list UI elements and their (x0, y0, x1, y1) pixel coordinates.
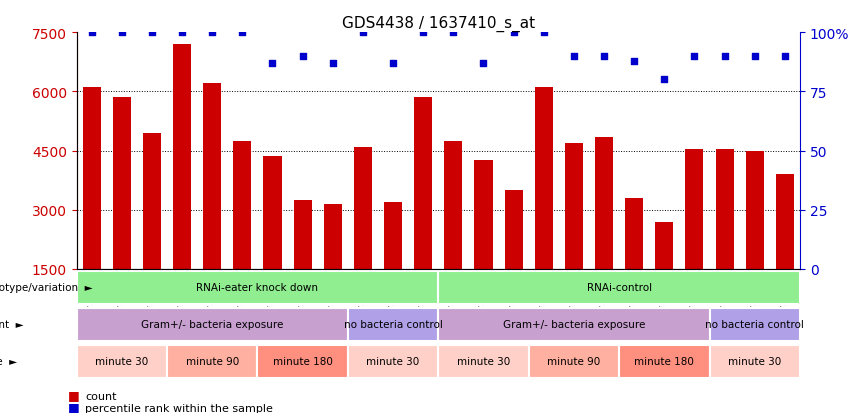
Point (146, 30, 159, 36)
Text: genotype/variation  ►: genotype/variation ► (0, 283, 93, 293)
Point (717, 53, 731, 60)
Bar (233, 141, 251, 269)
Bar (112, 98, 131, 269)
Bar (414, 98, 432, 269)
Bar (505, 190, 523, 269)
Bar (444, 141, 462, 269)
FancyBboxPatch shape (77, 345, 167, 378)
Point (537, 30, 551, 36)
Bar (294, 200, 311, 269)
FancyBboxPatch shape (710, 308, 800, 341)
Text: RNAi-control: RNAi-control (586, 283, 652, 293)
Title: GDS4438 / 1637410_s_at: GDS4438 / 1637410_s_at (342, 16, 534, 32)
FancyBboxPatch shape (528, 345, 619, 378)
Text: minute 30: minute 30 (728, 356, 781, 366)
Text: minute 180: minute 180 (634, 356, 694, 366)
Bar (143, 133, 161, 269)
FancyBboxPatch shape (710, 345, 800, 378)
Point (597, 53, 611, 60)
FancyBboxPatch shape (619, 345, 710, 378)
Text: time  ►: time ► (0, 356, 17, 366)
Bar (474, 161, 493, 269)
Point (205, 30, 219, 36)
Point (236, 30, 249, 36)
Point (356, 30, 369, 36)
Point (266, 60, 279, 67)
Bar (203, 84, 221, 269)
Bar (655, 222, 673, 269)
Bar (745, 151, 763, 269)
Point (386, 60, 400, 67)
Point (296, 53, 310, 60)
Text: no bacteria control: no bacteria control (705, 320, 804, 330)
Bar (534, 88, 553, 269)
Point (326, 60, 340, 67)
Text: percentile rank within the sample: percentile rank within the sample (85, 403, 273, 413)
Bar (565, 143, 583, 269)
FancyBboxPatch shape (438, 345, 528, 378)
Bar (323, 204, 342, 269)
Bar (625, 198, 643, 269)
Text: Gram+/- bacteria exposure: Gram+/- bacteria exposure (503, 320, 645, 330)
Text: ■: ■ (68, 388, 80, 401)
Bar (595, 138, 613, 269)
FancyBboxPatch shape (438, 271, 800, 304)
Text: minute 180: minute 180 (272, 356, 333, 366)
Text: ■: ■ (68, 400, 80, 413)
Bar (685, 149, 704, 269)
Text: minute 90: minute 90 (186, 356, 239, 366)
Point (175, 30, 189, 36)
Bar (83, 88, 100, 269)
Text: minute 30: minute 30 (95, 356, 148, 366)
Text: no bacteria control: no bacteria control (344, 320, 443, 330)
Text: RNAi-eater knock down: RNAi-eater knock down (197, 283, 318, 293)
Point (688, 53, 701, 60)
Point (778, 53, 791, 60)
Bar (264, 157, 282, 269)
FancyBboxPatch shape (348, 308, 438, 341)
FancyBboxPatch shape (77, 271, 438, 304)
FancyBboxPatch shape (348, 345, 438, 378)
Point (567, 53, 580, 60)
Bar (173, 45, 191, 269)
Point (507, 30, 521, 36)
Text: agent  ►: agent ► (0, 320, 24, 330)
Text: minute 90: minute 90 (547, 356, 601, 366)
Point (85, 30, 99, 36)
FancyBboxPatch shape (77, 308, 348, 341)
FancyBboxPatch shape (257, 345, 348, 378)
Text: minute 30: minute 30 (367, 356, 420, 366)
Text: minute 30: minute 30 (457, 356, 510, 366)
Point (627, 58, 641, 65)
Point (416, 30, 430, 36)
Bar (776, 175, 794, 269)
Bar (384, 202, 402, 269)
Text: count: count (85, 391, 117, 401)
Point (477, 60, 490, 67)
Text: Gram+/- bacteria exposure: Gram+/- bacteria exposure (141, 320, 283, 330)
Point (658, 77, 671, 83)
Point (447, 30, 460, 36)
Point (115, 30, 129, 36)
Bar (716, 149, 734, 269)
Bar (354, 147, 372, 269)
Point (748, 53, 762, 60)
FancyBboxPatch shape (167, 345, 257, 378)
FancyBboxPatch shape (438, 308, 710, 341)
